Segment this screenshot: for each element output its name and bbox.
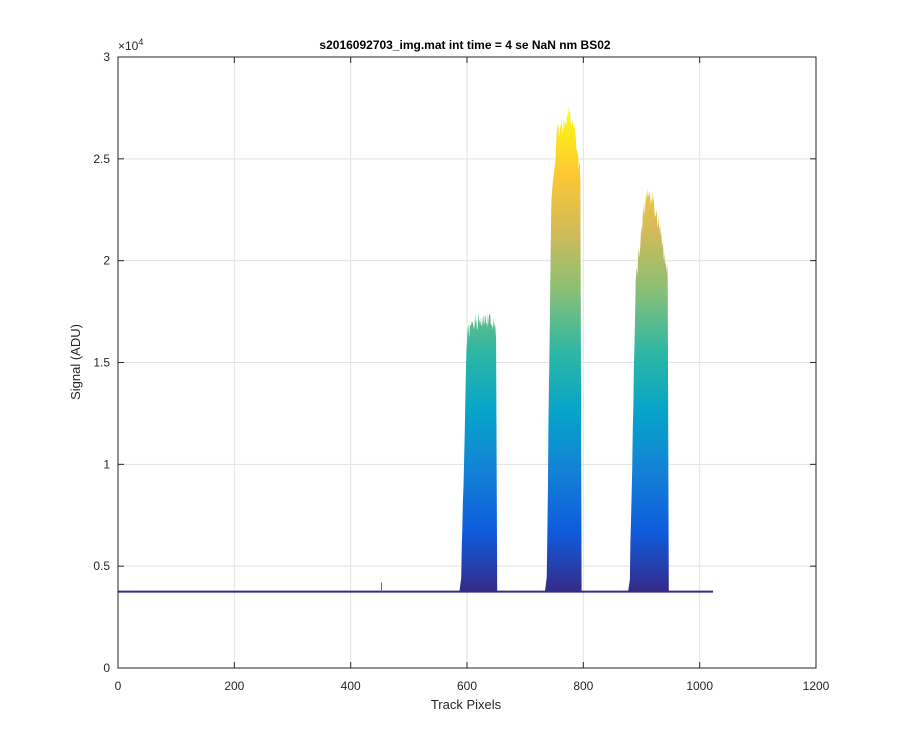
y-axis-exponent-power: 4 (138, 37, 143, 47)
x-tick-label: 800 (573, 679, 593, 693)
x-tick-label: 600 (457, 679, 477, 693)
signal-peaks (459, 105, 669, 592)
x-tick-label: 1000 (686, 679, 713, 693)
y-tick-label: 1 (103, 457, 110, 471)
y-axis-exponent-base: ×10 (118, 39, 139, 53)
baseline (118, 582, 714, 593)
y-tick-label: 2.5 (93, 152, 110, 166)
signal-peak-2 (544, 105, 582, 592)
y-axis-exponent: ×104 (118, 37, 143, 53)
y-tick-label: 2 (103, 254, 110, 268)
x-tick-label: 400 (341, 679, 361, 693)
y-axis: 0 0.5 1 1.5 2 2.5 3 (93, 50, 816, 675)
y-tick-label: 0 (103, 661, 110, 675)
y-tick-label: 3 (103, 50, 110, 64)
x-tick-label: 200 (224, 679, 244, 693)
signal-peak-3 (628, 188, 669, 592)
y-axis-label: Signal (ADU) (68, 324, 83, 400)
x-tick-label: 0 (115, 679, 122, 693)
x-axis: 0 200 400 600 800 1000 1200 (115, 57, 830, 693)
y-tick-label: 1.5 (93, 356, 110, 370)
signal-peak-1 (459, 311, 498, 592)
y-tick-label: 0.5 (93, 559, 110, 573)
chart-title: s2016092703_img.mat int time = 4 se NaN … (319, 38, 610, 52)
x-axis-label: Track Pixels (431, 697, 502, 712)
x-tick-label: 1200 (803, 679, 830, 693)
